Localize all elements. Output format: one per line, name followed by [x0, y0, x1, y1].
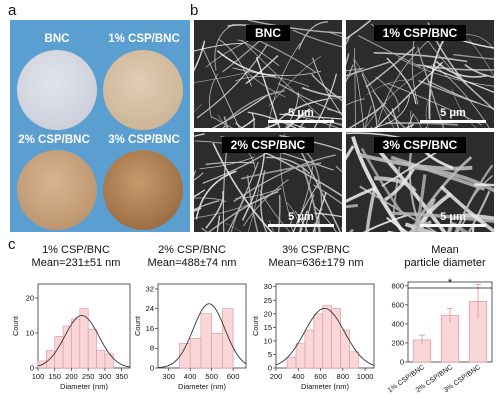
x-tick-label: 400 — [292, 372, 305, 381]
y-tick-label: 25 — [264, 296, 272, 305]
panel-a-photos: BNC 1% CSP/BNC 2% CSP/BNC 3% CSP/BNC — [10, 20, 190, 232]
y-tick-label: 0 — [30, 364, 34, 373]
csp1-photo-label: 1% CSP/BNC — [108, 33, 180, 45]
sem-label-csp3: 3% CSP/BNC — [373, 137, 467, 153]
x-tick-label: 400 — [184, 372, 197, 381]
y-tick-label: 400 — [391, 319, 404, 328]
histogram-bar — [179, 342, 191, 369]
gaussian-fit-line — [37, 315, 131, 368]
y-tick-label: 0 — [400, 358, 404, 367]
x-tick-label: 250 — [82, 372, 95, 381]
histogram-bar — [46, 350, 56, 369]
histogram-bar — [87, 329, 97, 369]
histogram-bar — [71, 318, 81, 369]
sem-image-csp2: 2% CSP/BNC 5 μm — [194, 132, 342, 232]
x-tick-label: 600 — [227, 372, 240, 381]
x-tick-label: 300 — [99, 372, 112, 381]
y-tick-label: 200 — [391, 338, 404, 347]
histogram-bar — [313, 313, 324, 369]
csp2-disc — [17, 150, 97, 230]
sem-fibers — [194, 20, 342, 128]
histogram-bar — [96, 350, 106, 369]
x-tick-label: 100 — [32, 372, 45, 381]
gaussian-fit-line — [275, 307, 375, 366]
y-tick-label: 0 — [150, 364, 154, 373]
gaussian-fit-line — [157, 303, 247, 369]
y-tick-label: 15 — [264, 323, 272, 332]
sem-label-bnc: BNC — [246, 25, 290, 41]
histogram-2pct: 300 400 500 600 0 8 16 24 32 Diameter (nm) Count — [133, 283, 247, 391]
x-tick-label: 200 — [65, 372, 78, 381]
y-tick-label: 0 — [268, 364, 272, 373]
csp3-disc — [103, 150, 183, 230]
hist1-title: 1% CSP/BNC Mean=231±51 nm — [31, 244, 121, 269]
significance-star: * — [448, 277, 453, 289]
sem-image-csp1: 1% CSP/BNC 5 μm — [346, 20, 494, 128]
histogram-bar — [104, 353, 114, 369]
x-tick-label: 500 — [205, 372, 218, 381]
y-tick-label: 8 — [150, 344, 154, 353]
sem-fibers — [194, 133, 342, 232]
histogram-bar — [200, 313, 213, 369]
x-tick-label: 150 — [48, 372, 61, 381]
hist3-title: 3% CSP/BNC Mean=636±179 nm — [268, 244, 364, 269]
sem-fibers — [346, 132, 494, 232]
csp2-photo-label: 2% CSP/BNC — [18, 134, 90, 146]
panel-label-a: a — [8, 2, 17, 19]
x-axis-label: Diameter (nm) — [301, 382, 349, 391]
sem-image-bnc: BNC 5 μm — [194, 20, 342, 128]
bnc-disc — [17, 50, 97, 130]
sem-label-csp1: 1% CSP/BNC — [373, 25, 467, 41]
y-tick-label: 5 — [268, 350, 272, 359]
scale-bar: 5 μm — [420, 211, 486, 227]
histogram-bar — [304, 329, 315, 369]
histogram-bar — [211, 333, 223, 369]
bnc-photo-label: BNC — [44, 33, 70, 45]
x-tick-label: 350 — [115, 372, 128, 381]
histogram-bar — [340, 329, 350, 369]
histogram-bar — [295, 343, 306, 369]
y-tick-label: 20 — [264, 309, 272, 318]
y-tick-label: 10 — [264, 336, 272, 345]
y-tick-label: 24 — [146, 304, 154, 313]
y-tick-label: 600 — [391, 300, 404, 309]
x-axis-label: Diameter (nm) — [178, 382, 226, 391]
y-axis-label: Count — [251, 315, 260, 336]
y-tick-label: 10 — [26, 329, 34, 338]
y-tick-label: 800 — [391, 281, 404, 290]
histogram-3pct: 200 400 600 800 1000 0 5 10 15 20 25 30 Diameter (nm… — [251, 282, 375, 391]
panel-label-c: c — [8, 236, 16, 253]
histogram-bar — [286, 356, 297, 369]
bar-chart-title: Mean particle diameter — [404, 244, 486, 269]
x-tick-label: 800 — [337, 372, 350, 381]
sem-image-csp3: 3% CSP/BNC 5 μm — [346, 132, 494, 232]
histogram-bar — [322, 305, 333, 369]
sem-label-csp2: 2% CSP/BNC — [221, 137, 315, 153]
csp3-photo-label: 3% CSP/BNC — [108, 134, 180, 146]
x-tick-label: 300 — [162, 372, 175, 381]
y-axis-label: Count — [11, 315, 20, 336]
y-tick-label: 32 — [146, 284, 154, 293]
scale-bar: 5 μm — [420, 107, 486, 123]
x-axis-label: Diameter (nm) — [60, 382, 108, 391]
x-tick-label: 1000 — [357, 372, 374, 381]
hist2-title: 2% CSP/BNC Mean=488±74 nm — [147, 244, 237, 269]
csp1-disc — [103, 50, 183, 130]
y-tick-label: 20 — [26, 294, 34, 303]
panel-label-b: b — [190, 2, 199, 19]
histogram-bar — [189, 338, 202, 369]
y-axis-label: Count — [133, 315, 142, 336]
x-tick-label: 200 — [270, 372, 283, 381]
x-tick-label: 600 — [314, 372, 327, 381]
scale-bar: 5 μm — [268, 211, 334, 227]
y-tick-label: 30 — [264, 282, 272, 291]
y-tick-label: 16 — [146, 324, 154, 333]
histogram-bar — [349, 351, 359, 369]
histogram-bar — [222, 308, 234, 369]
scale-bar: 5 μm — [268, 107, 334, 123]
